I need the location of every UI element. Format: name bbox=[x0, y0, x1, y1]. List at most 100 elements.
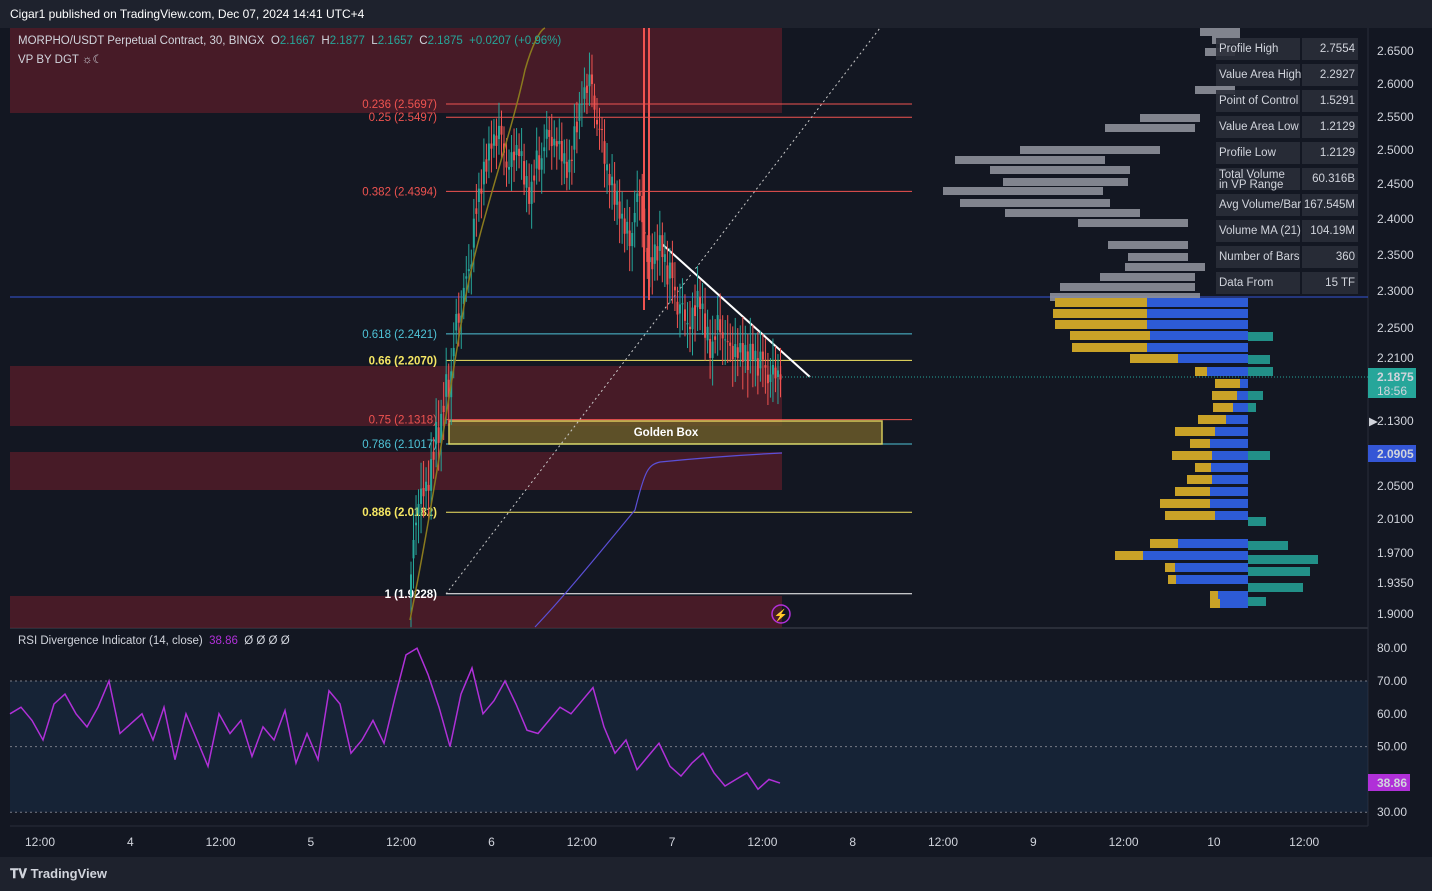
fib-label: 0.25 (2.5497) bbox=[369, 112, 438, 124]
vp-bar-buy bbox=[1053, 309, 1147, 318]
candle-body bbox=[472, 218, 475, 248]
price-axis-tick: 2.4000 bbox=[1377, 212, 1414, 226]
candle-body bbox=[455, 313, 458, 331]
low-value: 2.1657 bbox=[377, 35, 413, 47]
candle-body bbox=[658, 235, 661, 251]
stats-value-cell bbox=[1302, 220, 1358, 242]
vp-bar-sell bbox=[1212, 475, 1248, 484]
rsi-band bbox=[10, 681, 1368, 813]
candle-body bbox=[603, 141, 606, 164]
candle-body bbox=[553, 138, 556, 146]
candle-body bbox=[596, 119, 598, 125]
vp-bar-buy bbox=[1190, 439, 1210, 448]
candle-body bbox=[563, 153, 566, 164]
last-price-label: 2.1875 bbox=[1377, 370, 1414, 384]
zone-low bbox=[10, 452, 782, 490]
candle-body bbox=[774, 367, 777, 379]
vp-bar-sell bbox=[1215, 511, 1248, 520]
candle-body bbox=[751, 343, 754, 360]
vp-bar-sell bbox=[1233, 403, 1248, 412]
price-axis-tick: 2.3500 bbox=[1377, 248, 1414, 262]
vp-bar-gray bbox=[1140, 114, 1200, 122]
vp-bar-gray bbox=[1003, 178, 1128, 186]
stats-value: 2.2927 bbox=[1320, 69, 1355, 81]
candle-body bbox=[475, 208, 478, 214]
candle-body bbox=[719, 319, 722, 333]
tradingview-logo[interactable]: 𝐓𝐕 TradingView bbox=[10, 866, 107, 881]
vp-bar-buy bbox=[1198, 415, 1226, 424]
vp-bar-sell bbox=[1237, 391, 1248, 400]
vp-bar-gray bbox=[1125, 263, 1205, 271]
vp-bar-buy bbox=[1172, 451, 1212, 460]
fib-label: 0.236 (2.5697) bbox=[362, 99, 437, 111]
candle-body bbox=[668, 262, 671, 279]
candle-body bbox=[769, 374, 772, 383]
candle-body bbox=[641, 195, 644, 223]
blue-level-badge bbox=[1368, 445, 1416, 462]
candle-body bbox=[578, 103, 581, 121]
candle-body bbox=[761, 351, 764, 360]
stats-label-cell bbox=[1216, 90, 1300, 112]
candle-body bbox=[437, 427, 440, 443]
vp-bar-gray bbox=[1060, 283, 1195, 291]
stats-label-cell bbox=[1216, 246, 1300, 268]
candle-body bbox=[560, 140, 563, 162]
time-axis-tick: 12:00 bbox=[747, 835, 777, 849]
vp-legend[interactable]: VP BY DGT ☼☾ bbox=[18, 54, 103, 66]
candle-body bbox=[580, 103, 583, 105]
vp-delta-bar bbox=[1248, 555, 1318, 564]
vp-bar-gray bbox=[1108, 241, 1188, 249]
candle-body bbox=[573, 126, 576, 150]
candle-body bbox=[726, 341, 729, 343]
lightning-glyph: ⚡ bbox=[774, 608, 788, 622]
candle-body bbox=[485, 159, 488, 172]
candles bbox=[410, 52, 782, 628]
axis-marker-icon: ▶ bbox=[1369, 416, 1379, 428]
vp-bar-gray bbox=[990, 166, 1130, 174]
vp-delta-bar bbox=[1248, 597, 1266, 606]
candle-body bbox=[555, 141, 558, 147]
fib-label: 0.382 (2.4394) bbox=[362, 186, 437, 198]
candle-body bbox=[435, 421, 438, 445]
candle-body bbox=[691, 307, 694, 330]
candle-body bbox=[543, 147, 546, 152]
candle-body bbox=[729, 342, 732, 346]
vp-delta-bar bbox=[1248, 567, 1310, 576]
volume-profile bbox=[943, 28, 1318, 608]
vp-bar-buy bbox=[1175, 487, 1210, 496]
rsi-axis-tick: 60.00 bbox=[1377, 707, 1407, 721]
candle-body bbox=[744, 344, 747, 361]
vp-bar-gray bbox=[1078, 219, 1188, 227]
vp-delta-bar bbox=[1248, 391, 1263, 400]
candle-body bbox=[716, 315, 719, 331]
stats-label-cell bbox=[1216, 168, 1300, 190]
stats-value: 104.19M bbox=[1310, 225, 1355, 237]
rsi-axis-tick: 30.00 bbox=[1377, 805, 1407, 819]
candle-body bbox=[457, 313, 460, 323]
candle-body bbox=[487, 143, 490, 161]
vp-delta-bar bbox=[1248, 332, 1273, 341]
vp-bar-buy bbox=[1210, 599, 1220, 608]
candle-body bbox=[482, 161, 485, 185]
high-label: H bbox=[321, 35, 330, 47]
vp-bar-buy bbox=[1055, 320, 1147, 329]
stats-value-cell bbox=[1302, 90, 1358, 112]
vp-bar-gray bbox=[943, 187, 1103, 195]
stats-label: Value Area High bbox=[1219, 69, 1301, 81]
stats-label-cell bbox=[1216, 38, 1300, 60]
price-axis-tick: 2.4500 bbox=[1377, 177, 1414, 191]
candle-body bbox=[495, 135, 498, 146]
vp-bar-sell bbox=[1143, 551, 1248, 560]
candle-body bbox=[462, 287, 465, 304]
rsi-value-badge bbox=[1368, 774, 1410, 791]
vp-bar-buy bbox=[1213, 403, 1233, 412]
candle-body bbox=[633, 212, 636, 223]
price-axis-tick: 2.6000 bbox=[1377, 77, 1414, 91]
candle-body bbox=[548, 130, 551, 137]
stats-value: 1.2129 bbox=[1320, 147, 1355, 159]
price-axis-tick: 2.3000 bbox=[1377, 284, 1414, 298]
candle-body bbox=[590, 74, 593, 85]
candle-body bbox=[465, 276, 468, 279]
candle-body bbox=[513, 151, 516, 161]
